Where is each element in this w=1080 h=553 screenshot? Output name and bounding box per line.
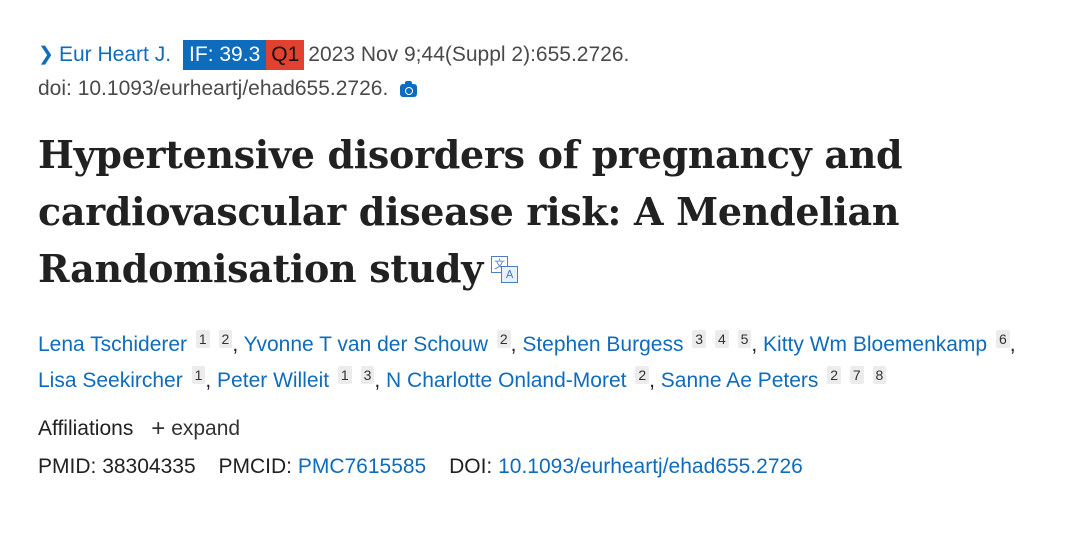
affiliations-expand-button[interactable]: + expand [151, 415, 241, 442]
author-link[interactable]: N Charlotte Onland-Moret [386, 368, 627, 392]
quartile-badge: Q1 [266, 40, 305, 70]
author-separator: , [649, 368, 661, 392]
doi-label: DOI: [449, 455, 493, 478]
affiliations-row: Affiliations + expand [38, 412, 1048, 446]
authors-list: Lena Tschiderer 1 2, Yvonne T van der Sc… [38, 327, 1048, 398]
author-item: Sanne Ae Peters 2 7 8 [660, 365, 887, 392]
author-link[interactable]: Yvonne T van der Schouw [243, 333, 489, 356]
author-item: Yvonne T van der Schouw 2 [243, 330, 511, 356]
affiliation-ref[interactable]: 2 [827, 365, 842, 384]
plus-icon: + [151, 415, 166, 442]
impact-factor-badge: IF: 39.3 [183, 40, 267, 70]
affiliation-ref[interactable]: 4 [714, 330, 729, 348]
affiliation-ref[interactable]: 5 [737, 330, 752, 348]
doi-link[interactable]: 10.1093/eurheartj/ehad655.2726 [498, 455, 803, 478]
pmcid-label: PMCID: [218, 455, 292, 478]
affiliation-ref[interactable]: 3 [692, 330, 707, 348]
affiliation-ref[interactable]: 2 [218, 330, 233, 348]
expand-label: expand [171, 417, 241, 440]
pmid-value: 38304335 [102, 455, 196, 478]
doi-line: doi: 10.1093/eurheartj/ehad655.2726. [38, 72, 1048, 106]
author-item: N Charlotte Onland-Moret 2 [386, 365, 650, 392]
journal-link[interactable]: Eur Heart J. [59, 43, 172, 66]
affiliation-ref[interactable]: 7 [849, 365, 864, 384]
affiliation-ref[interactable]: 6 [995, 330, 1010, 348]
citation-block: ❯ Eur Heart J. IF: 39.3 Q1 2023 Nov 9;44(… [38, 38, 1048, 106]
author-link[interactable]: Lisa Seekircher [38, 368, 183, 392]
author-separator: , [751, 333, 764, 356]
pmid-label: PMID: [38, 455, 97, 478]
author-separator: , [205, 368, 218, 392]
author-separator: , [232, 333, 244, 356]
article-title-text: Hypertensive disorders of pregnancy and … [38, 132, 903, 291]
affiliation-ref[interactable]: 3 [360, 365, 375, 384]
doi-text: doi: 10.1093/eurheartj/ehad655.2726. [38, 77, 389, 100]
affiliation-ref[interactable]: 8 [872, 365, 887, 384]
camera-icon[interactable] [400, 80, 418, 97]
author-link[interactable]: Kitty Wm Bloemenkamp [763, 333, 988, 356]
author-link[interactable]: Peter Willeit [217, 368, 330, 392]
author-separator: , [374, 368, 387, 392]
affiliation-ref[interactable]: 2 [635, 365, 650, 384]
article-title: Hypertensive disorders of pregnancy and … [38, 126, 938, 297]
affiliations-label: Affiliations [38, 417, 134, 440]
pmcid-link[interactable]: PMC7615585 [297, 455, 427, 478]
author-separator: , [510, 333, 523, 356]
identifiers-row: PMID: 38304335 PMCID: PMC7615585 DOI: 10… [38, 450, 1048, 484]
author-link[interactable]: Lena Tschiderer [38, 333, 188, 356]
author-item: Kitty Wm Bloemenkamp 6 [763, 330, 1010, 356]
author-link[interactable]: Stephen Burgess [522, 333, 684, 356]
chevron-right-icon[interactable]: ❯ [38, 44, 54, 65]
author-link[interactable]: Sanne Ae Peters [660, 368, 819, 392]
affiliation-ref[interactable]: 1 [337, 365, 352, 384]
author-item: Stephen Burgess 3 4 5 [522, 330, 752, 356]
author-item: Lisa Seekircher 1 [38, 365, 206, 392]
article-header: ❯ Eur Heart J. IF: 39.3 Q1 2023 Nov 9;44(… [38, 38, 1048, 484]
author-separator: , [1009, 333, 1016, 356]
author-item: Lena Tschiderer 1 2 [38, 330, 233, 356]
affiliation-ref[interactable]: 1 [191, 365, 206, 384]
citation-line: ❯ Eur Heart J. IF: 39.3 Q1 2023 Nov 9;44(… [38, 38, 1048, 72]
affiliation-ref[interactable]: 2 [496, 330, 511, 348]
citation-date-issue: 2023 Nov 9;44(Suppl 2):655.2726. [308, 43, 630, 66]
affiliation-ref[interactable]: 1 [195, 330, 210, 348]
author-item: Peter Willeit 1 3 [217, 365, 375, 392]
